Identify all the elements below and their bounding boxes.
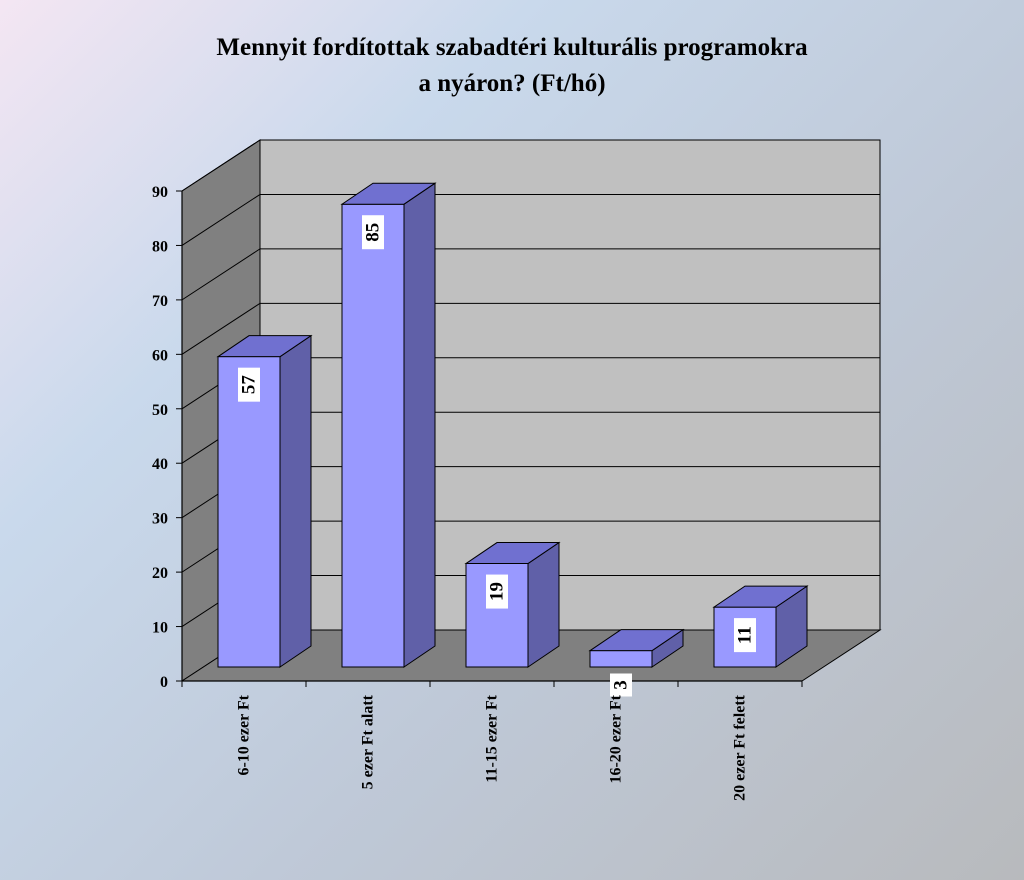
bar-value-label: 57: [238, 367, 260, 402]
bar-side: [279, 334, 312, 668]
x-tick-label: 20 ezer Ft felett: [732, 694, 749, 801]
y-tick-label: 30: [152, 511, 168, 528]
bar: 11: [712, 585, 809, 668]
bar-value-label: 85: [362, 215, 384, 250]
category-labels: 6-10 ezer Ft 5 ezer Ft alatt 11-15 ezer Ft…: [236, 694, 749, 801]
bar-side: [403, 182, 436, 668]
bar-value-box: [734, 618, 756, 653]
gridline: [181, 302, 880, 355]
x-tick-label: 11-15 ezer Ft: [484, 694, 501, 782]
x-tick-label: 5 ezer Ft alatt: [360, 694, 377, 789]
y-tick-label: 20: [152, 565, 168, 582]
gridline: [181, 248, 880, 301]
bar: 57: [216, 334, 313, 668]
gridline: [181, 193, 880, 246]
bar-value-box: [238, 367, 260, 402]
y-tick-label: 40: [152, 456, 168, 473]
y-tick-label: 50: [152, 402, 168, 419]
gridline: [181, 139, 880, 192]
chart-title-line-1: Mennyit fordítottak szabadtéri kulturáli…: [216, 34, 808, 61]
bar-front: [341, 203, 405, 668]
bar-top: [464, 542, 561, 565]
bar-front: [589, 650, 653, 668]
bar-value-label: 19: [486, 574, 508, 609]
bar-top: [588, 629, 685, 652]
bar-value-box: [486, 574, 508, 609]
bar-value-text: 85: [363, 223, 384, 242]
bar-top: [340, 182, 437, 205]
bar-top: [712, 585, 809, 608]
bar-value-text: 11: [735, 626, 756, 644]
x-tick-label: 6-10 ezer Ft: [236, 694, 253, 775]
y-tick-label: 80: [152, 238, 168, 255]
x-ticks: [181, 681, 803, 687]
y-tick-label: 60: [152, 347, 168, 364]
bar-value-text: 57: [239, 375, 260, 395]
y-tick-label: 90: [152, 184, 168, 201]
chart-title-line-2: a nyáron? (Ft/hó): [418, 70, 606, 97]
bar: 19: [464, 541, 561, 668]
bar-front: [217, 356, 281, 668]
bar-top: [216, 335, 313, 358]
bar-side: [527, 541, 560, 668]
bar: 3: [588, 628, 685, 697]
bar-value-text: 3: [611, 680, 632, 690]
bar-value-box: [610, 673, 632, 697]
x-tick-label: 16-20 ezer Ft: [608, 694, 625, 783]
bar: 85: [340, 182, 437, 668]
bar-value-label: 11: [734, 618, 756, 653]
y-tick-label: 70: [152, 293, 168, 310]
bar-value-text: 19: [487, 582, 508, 601]
bar-value-box: [362, 215, 384, 250]
bars: 57 85 19 3 11: [216, 182, 809, 697]
y-tick-label: 10: [152, 620, 168, 637]
chart-title: Mennyit fordítottak szabadtéri kulturáli…: [0, 30, 1024, 102]
y-ticks: 0 10 20 30 40 50 60 70 80 90: [152, 184, 182, 691]
y-tick-label: 0: [160, 674, 168, 691]
bar-value-label: 3: [610, 673, 632, 697]
